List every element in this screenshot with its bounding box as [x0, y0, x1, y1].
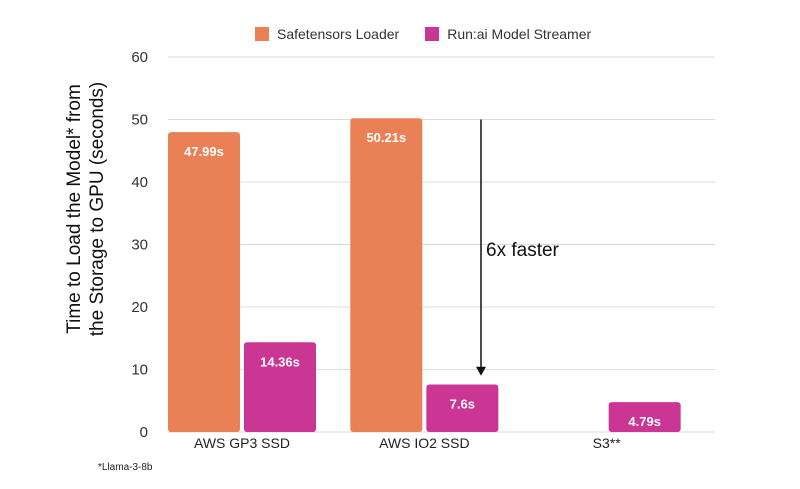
bar-value-label: 14.36s [260, 354, 300, 369]
legend-label-safetensors: Safetensors Loader [277, 26, 400, 42]
bar [244, 342, 316, 432]
y-axis-label-line2: the Storage to GPU (seconds) [87, 82, 108, 337]
y-tick-label: 30 [131, 237, 148, 254]
y-tick-label: 60 [131, 49, 148, 66]
legend-swatch-safetensors [255, 27, 269, 41]
y-tick-label: 20 [131, 299, 148, 316]
y-axis-label-line1: Time to Load the Model* from [64, 84, 85, 334]
y-tick-label: 40 [131, 174, 148, 191]
legend-item-safetensors: Safetensors Loader [255, 26, 399, 42]
bar [608, 402, 681, 432]
x-tick-label: S3** [593, 435, 622, 451]
legend-item-runai: Run:ai Model Streamer [425, 26, 591, 42]
x-tick-label: AWS GP3 SSD [194, 435, 290, 451]
bar-value-label: 7.6s [450, 397, 475, 412]
legend: Safetensors Loader Run:ai Model Streamer [255, 26, 617, 42]
y-tick-label: 10 [131, 362, 148, 379]
footnote: *Llama-3-8b [98, 462, 153, 473]
bar-value-label: 50.21s [366, 130, 406, 145]
x-tick-label: AWS IO2 SSD [379, 435, 470, 451]
annotation-text: 6x faster [486, 240, 560, 261]
y-tick-label: 0 [140, 424, 148, 441]
annotation-arrow-head [476, 366, 486, 376]
bar-value-label: 4.79s [628, 414, 661, 429]
bar [350, 118, 423, 432]
bar [426, 384, 499, 432]
legend-label-runai: Run:ai Model Streamer [447, 26, 592, 42]
bar-value-label: 47.99s [184, 144, 224, 159]
legend-swatch-runai [425, 27, 440, 41]
bar [168, 132, 240, 432]
y-tick-label: 50 [131, 112, 148, 129]
